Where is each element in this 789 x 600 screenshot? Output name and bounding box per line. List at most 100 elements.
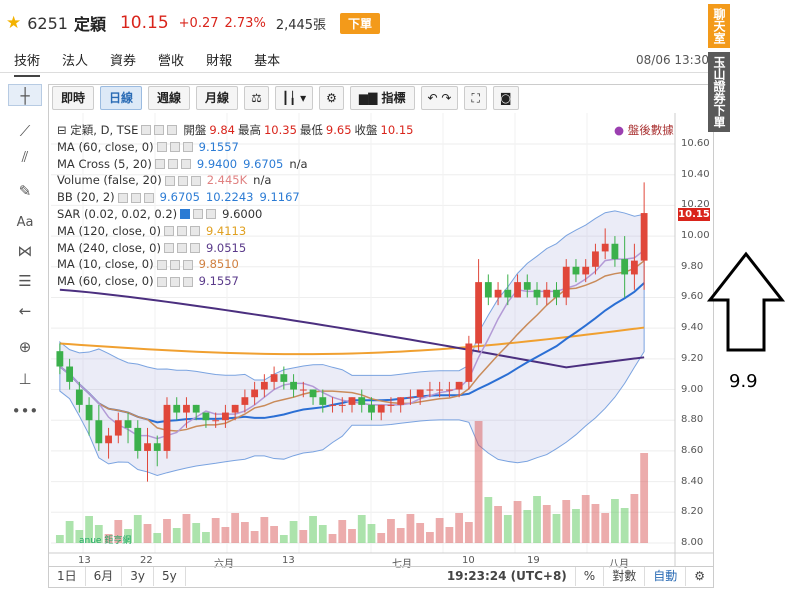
volume-bar [202, 532, 210, 543]
measure-icon[interactable]: ⊥ [18, 370, 32, 388]
range-6m[interactable]: 6月 [86, 567, 123, 586]
legend-eye-icon[interactable] [154, 158, 165, 169]
tab-basic[interactable]: 基本 [254, 54, 281, 69]
zoom-icon[interactable]: ⊕ [18, 338, 32, 356]
legend-settings-icon[interactable] [130, 192, 141, 203]
tab-revenue[interactable]: 營收 [158, 54, 185, 69]
weekly-button[interactable]: 週線 [148, 86, 191, 110]
legend-close-icon[interactable] [182, 142, 193, 153]
legend-row-value: 9.6705 [243, 156, 284, 171]
range-1d[interactable]: 1日 [49, 567, 86, 586]
fork-icon[interactable]: ⫽ [21, 148, 29, 166]
candle-body [465, 343, 473, 382]
legend-eye-icon[interactable] [163, 242, 174, 253]
intraday-button[interactable]: 即時 [52, 86, 95, 110]
auto-toggle[interactable]: 自動 [645, 567, 687, 586]
price-tick-label: 8.00 [681, 537, 704, 548]
legend-row: BB (20, 2) 9.6705 10.2243 9.1167 [57, 189, 413, 206]
legend-settings-icon[interactable] [176, 226, 187, 237]
legend-eye-icon[interactable] [180, 209, 191, 220]
price-tick-label: 8.80 [681, 414, 704, 426]
legend-row-value: 9.4113 [205, 223, 247, 238]
legend-row-label: MA (120, close, 0) [57, 223, 161, 238]
settings-gear-icon[interactable]: ⚙ [319, 86, 344, 110]
legend-close-icon[interactable] [167, 125, 178, 136]
legend-settings-icon[interactable] [169, 259, 180, 270]
legend-settings-icon[interactable] [167, 158, 178, 169]
indicator-button[interactable]: ▆▇ 指標 [349, 86, 415, 110]
candle-style-icon[interactable]: ┃╽ ▾ [274, 86, 314, 110]
tab-institutional[interactable]: 法人 [62, 54, 89, 69]
volume-bar [250, 531, 259, 543]
quote-header: ★ 6251 定穎 10.15 +0.27 2.73% 2,445張 下單 [0, 8, 700, 38]
legend-collapse-icon[interactable]: ⊟ [57, 123, 71, 137]
legend-close-icon[interactable] [182, 259, 193, 270]
volume-bar [270, 526, 278, 543]
monthly-button[interactable]: 月線 [196, 86, 239, 110]
legend-eye-icon[interactable] [164, 175, 175, 186]
legend-settings-icon[interactable] [169, 276, 180, 287]
price-tick-label: 10.60 [681, 138, 710, 149]
arrow-left-icon[interactable]: ← [18, 302, 32, 320]
legend-eye-icon[interactable] [117, 192, 128, 203]
legend-close-icon[interactable] [182, 276, 193, 287]
range-5y[interactable]: 5y [154, 567, 186, 586]
tab-technical[interactable]: 技術 [14, 50, 41, 77]
legend-close-icon[interactable] [190, 175, 201, 186]
divider [0, 72, 708, 73]
brush-icon[interactable]: ✎ [18, 182, 32, 200]
range-3y[interactable]: 3y [122, 567, 155, 586]
volume-bar [357, 515, 366, 543]
price-tick-label: 10.20 [681, 199, 710, 211]
order-button[interactable]: 下單 [340, 12, 381, 34]
legend-eye-icon[interactable] [156, 142, 167, 153]
legend-eye-icon[interactable] [141, 125, 152, 136]
daily-button[interactable]: 日線 [100, 86, 143, 110]
trend-line-icon[interactable]: ⟋ [19, 122, 31, 140]
candle-body [640, 213, 648, 261]
log-toggle[interactable]: 對數 [604, 567, 646, 586]
legend-row-value: 9.1167 [259, 190, 300, 205]
volume-bar [75, 530, 84, 543]
legend-settings-icon[interactable] [169, 142, 180, 153]
compare-scale-icon[interactable]: ⚖ [244, 86, 269, 110]
volume-bar [104, 534, 113, 543]
scale-settings-icon[interactable]: ⚙ [694, 569, 705, 583]
legend-main-row: ⊟ 定穎, D, TSE 開盤 9.84 最高 10.35 最低 9.65 收盤… [57, 122, 413, 139]
undo-redo-icon[interactable]: ↶ ↷ [420, 86, 459, 110]
legend-close-icon[interactable] [180, 158, 191, 169]
legend-close-icon[interactable] [143, 192, 154, 203]
legend-close-icon[interactable] [206, 209, 217, 220]
legend-row-value: 2.445K [206, 173, 248, 188]
date-tick-label: 七月 [392, 559, 412, 570]
legend-close-icon[interactable] [189, 226, 200, 237]
legend-eye-icon[interactable] [156, 276, 167, 287]
more-icon[interactable]: ••• [11, 402, 39, 420]
broker-order-button[interactable]: 玉山證券下單 [708, 52, 730, 132]
legend-close-icon[interactable] [189, 242, 200, 253]
fullscreen-icon[interactable]: ⛶ [464, 86, 487, 110]
fib-icon[interactable]: ☰ [18, 272, 32, 290]
legend-eye-icon[interactable] [163, 226, 174, 237]
legend-row-value: 9.9400 [196, 156, 238, 171]
camera-icon[interactable]: ◙ [492, 86, 519, 110]
legend-row-value: 9.8510 [198, 257, 239, 272]
legend-settings-icon[interactable] [193, 209, 204, 220]
text-tool-icon[interactable]: Aa [16, 215, 34, 230]
pattern-icon[interactable]: ⋈ [17, 242, 33, 260]
percent-toggle[interactable]: % [576, 567, 605, 586]
volume-bar [406, 514, 415, 543]
chat-room-button[interactable]: 聊天室 [708, 4, 730, 48]
favorite-star-icon[interactable]: ★ [6, 13, 22, 33]
candlestick-chart[interactable]: anue 鉅亨網 [49, 113, 713, 566]
legend-settings-icon[interactable] [154, 125, 165, 136]
after-hours-data[interactable]: ● 盤後數據 [614, 122, 674, 138]
volume-bar [611, 499, 619, 543]
legend-settings-icon[interactable] [176, 242, 187, 253]
legend-settings-icon[interactable] [177, 175, 188, 186]
crosshair-icon[interactable]: ┼ [8, 84, 42, 106]
tab-margin[interactable]: 資券 [110, 54, 137, 69]
legend-eye-icon[interactable] [156, 259, 167, 270]
tab-financials[interactable]: 財報 [206, 54, 233, 69]
volume-bar [533, 496, 541, 543]
